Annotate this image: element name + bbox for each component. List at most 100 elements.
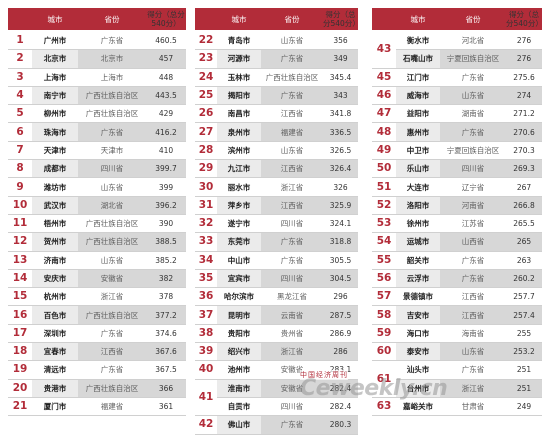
province-cell: 广东省 [78, 360, 146, 380]
city-cell: 清远市 [32, 360, 78, 380]
table-row: 33 东莞市 广东省 318.8 [195, 232, 358, 252]
header-rank [372, 8, 396, 32]
table-row: 8 成都市 四川省 399.7 [8, 159, 186, 179]
city-cell: 中卫市 [396, 141, 440, 161]
city-cell: 柳州市 [32, 104, 78, 124]
score-cell: 296 [323, 287, 358, 307]
province-cell: 云南省 [261, 305, 323, 325]
province-cell: 广东省 [261, 415, 323, 435]
province-cell: 广西壮族自治区 [78, 305, 146, 325]
table-row: 50 乐山市 四川省 269.3 [372, 159, 542, 179]
city-cell: 汕头市 [396, 360, 440, 380]
province-cell: 四川省 [261, 214, 323, 234]
score-cell: 367.5 [146, 360, 186, 380]
rank-cell: 53 [372, 214, 396, 234]
city-cell: 云浮市 [396, 269, 440, 289]
city-cell: 昆明市 [217, 305, 261, 325]
province-cell: 江西省 [440, 287, 506, 307]
province-cell: 四川省 [440, 159, 506, 179]
city-cell: 玉林市 [217, 68, 261, 87]
table-row: 10 武汉市 湖北省 396.2 [8, 196, 186, 215]
header-score: 得分（总分540分） [146, 8, 186, 32]
score-cell: 366 [146, 379, 186, 398]
city-cell: 贵阳市 [217, 324, 261, 344]
table-row: 39 绍兴市 浙江省 286 [195, 342, 358, 362]
ranking-table-3: 城市 省份 得分（总分540分） 43 衡水市 河北省 276 石嘴山市 宁夏回族自治区 2… [372, 8, 542, 417]
table-row: 53 徐州市 江苏省 265.5 [372, 214, 542, 234]
city-cell: 台州市 [396, 379, 440, 398]
city-cell: 石嘴山市 [396, 49, 440, 69]
city-cell: 洛阳市 [396, 196, 440, 215]
score-cell: 274 [506, 86, 542, 106]
score-cell: 267 [506, 177, 542, 197]
table-header-row: 城市 省份 得分（总分540分） [195, 8, 358, 32]
province-cell: 福建省 [261, 122, 323, 142]
province-cell: 河北省 [440, 31, 506, 51]
city-cell: 滨州市 [217, 141, 261, 161]
score-cell: 349 [323, 49, 358, 69]
table-row: 5 柳州市 广西壮族自治区 429 [8, 104, 186, 124]
province-cell: 江西省 [78, 342, 146, 362]
score-cell: 270.6 [506, 122, 542, 142]
header-city: 城市 [396, 8, 440, 32]
table-row: 24 玉林市 广西壮族自治区 345.4 [195, 68, 358, 87]
rank-cell: 45 [372, 68, 396, 87]
table-row: 6 珠海市 广东省 416.2 [8, 122, 186, 142]
province-cell: 江西省 [261, 196, 323, 215]
score-cell: 276 [506, 49, 542, 69]
province-cell: 广西壮族自治区 [261, 68, 323, 87]
score-cell: 377.2 [146, 305, 186, 325]
score-cell: 305.5 [323, 251, 358, 270]
score-cell: 251 [506, 379, 542, 398]
rank-cell: 30 [195, 177, 217, 197]
city-cell: 江门市 [396, 68, 440, 87]
province-cell: 广东省 [261, 86, 323, 106]
city-cell: 佛山市 [217, 415, 261, 435]
province-cell: 湖北省 [78, 196, 146, 215]
score-cell: 271.2 [506, 104, 542, 124]
city-cell: 泉州市 [217, 122, 261, 142]
rank-cell: 37 [195, 305, 217, 325]
rank-cell: 17 [8, 324, 32, 344]
table-row: 61 汕头市 广东省 251 [372, 360, 542, 398]
city-cell: 南宁市 [32, 86, 78, 106]
table-header-row: 城市 省份 得分（总分540分） [8, 8, 186, 32]
score-cell: 460.5 [146, 31, 186, 51]
city-cell: 济南市 [32, 251, 78, 270]
city-cell: 揭阳市 [217, 86, 261, 106]
table-row: 13 济南市 山东省 385.2 [8, 251, 186, 270]
province-cell: 四川省 [78, 159, 146, 179]
rank-cell: 1 [8, 31, 32, 51]
score-cell: 304.5 [323, 269, 358, 289]
header-province: 省份 [440, 8, 506, 32]
province-cell: 广西壮族自治区 [78, 104, 146, 124]
table-row: 12 贺州市 广西壮族自治区 388.5 [8, 232, 186, 252]
province-cell: 山东省 [78, 177, 146, 197]
score-cell: 325.9 [323, 196, 358, 215]
table-row: 54 运城市 山西省 265 [372, 232, 542, 252]
table-row: 22 青岛市 山东省 356 [195, 31, 358, 51]
score-cell: 318.8 [323, 232, 358, 252]
table-row: 19 清远市 广东省 367.5 [8, 360, 186, 380]
rank-cell: 38 [195, 324, 217, 344]
score-cell: 255 [506, 324, 542, 344]
city-cell: 池州市 [217, 360, 261, 380]
score-cell: 270.3 [506, 141, 542, 161]
province-cell: 广东省 [440, 251, 506, 270]
province-cell: 广东省 [440, 360, 506, 380]
rank-cell: 10 [8, 196, 32, 215]
table-row: 47 益阳市 湖南省 271.2 [372, 104, 542, 124]
city-cell: 贺州市 [32, 232, 78, 252]
table-row: 18 宜春市 江西省 367.6 [8, 342, 186, 362]
score-cell: 367.6 [146, 342, 186, 362]
city-cell: 成都市 [32, 159, 78, 179]
score-cell: 276 [506, 31, 542, 51]
table-row: 30 丽水市 浙江省 326 [195, 177, 358, 197]
province-cell: 江苏省 [440, 214, 506, 234]
score-cell: 251 [506, 360, 542, 380]
rank-cell: 27 [195, 122, 217, 142]
rank-cell: 20 [8, 379, 32, 398]
rank-cell: 24 [195, 68, 217, 87]
city-cell: 吉安市 [396, 305, 440, 325]
score-cell: 269.3 [506, 159, 542, 179]
